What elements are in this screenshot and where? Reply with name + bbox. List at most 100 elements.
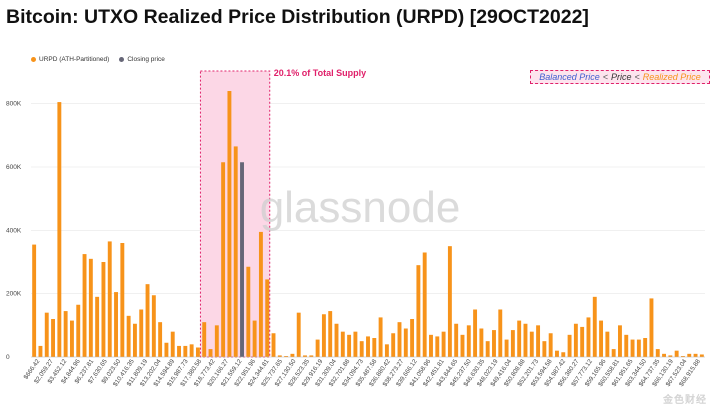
urpd-bar[interactable] [132, 323, 137, 357]
urpd-bar[interactable] [145, 284, 150, 357]
urpd-bar[interactable] [170, 331, 175, 357]
urpd-bar[interactable] [296, 312, 301, 357]
urpd-bar[interactable] [328, 311, 333, 357]
urpd-bar[interactable] [57, 102, 62, 357]
urpd-bar[interactable] [416, 265, 421, 357]
urpd-bar[interactable] [151, 295, 156, 357]
urpd-bar[interactable] [548, 333, 553, 357]
urpd-bar[interactable] [315, 339, 320, 357]
urpd-bar[interactable] [233, 146, 238, 357]
urpd-bar[interactable] [44, 312, 49, 357]
urpd-bar[interactable] [485, 341, 490, 357]
urpd-bar[interactable] [492, 330, 496, 357]
urpd-bar[interactable] [429, 334, 433, 357]
urpd-bar[interactable] [460, 334, 465, 357]
urpd-bar[interactable] [643, 338, 648, 357]
urpd-bar[interactable] [340, 331, 345, 357]
urpd-bar[interactable] [397, 322, 402, 357]
urpd-bar[interactable] [284, 356, 289, 357]
urpd-bar[interactable] [681, 356, 685, 357]
urpd-bar[interactable] [592, 296, 597, 357]
urpd-bar[interactable] [221, 162, 226, 357]
urpd-bar[interactable] [378, 317, 383, 357]
urpd-bar[interactable] [618, 325, 622, 357]
urpd-bar[interactable] [177, 345, 181, 357]
closing-price-bar[interactable] [240, 162, 244, 357]
urpd-bar[interactable] [252, 320, 257, 357]
urpd-bar[interactable] [498, 309, 503, 358]
urpd-bar[interactable] [164, 342, 169, 357]
urpd-bar[interactable] [265, 279, 270, 357]
urpd-bar[interactable] [573, 323, 578, 357]
urpd-bar[interactable] [353, 331, 358, 357]
urpd-bar[interactable] [76, 304, 81, 357]
urpd-bar[interactable] [107, 241, 112, 357]
urpd-bar[interactable] [63, 311, 68, 357]
urpd-bar[interactable] [372, 338, 377, 357]
urpd-bar[interactable] [347, 334, 352, 357]
urpd-bar[interactable] [523, 323, 528, 357]
urpd-bar[interactable] [649, 298, 654, 357]
urpd-bar[interactable] [114, 292, 118, 357]
urpd-bar[interactable] [246, 266, 251, 357]
urpd-bar[interactable] [38, 345, 43, 357]
urpd-bar[interactable] [189, 344, 194, 357]
urpd-bar[interactable] [359, 341, 364, 357]
urpd-bar[interactable] [555, 350, 559, 357]
urpd-bar[interactable] [580, 326, 585, 357]
urpd-bar[interactable] [82, 254, 87, 357]
urpd-bar[interactable] [435, 336, 440, 357]
legend-item-closing-price[interactable]: Closing price [119, 56, 165, 63]
urpd-bar[interactable] [271, 333, 276, 357]
urpd-bar[interactable] [384, 344, 389, 357]
urpd-bar[interactable] [422, 252, 427, 358]
urpd-bar[interactable] [693, 353, 698, 357]
urpd-bar[interactable] [309, 355, 314, 357]
urpd-bar[interactable] [624, 334, 629, 357]
urpd-bar[interactable] [542, 341, 547, 357]
urpd-bar[interactable] [630, 339, 635, 357]
urpd-bar[interactable] [473, 309, 478, 358]
urpd-bar[interactable] [655, 349, 660, 357]
urpd-bar[interactable] [529, 331, 534, 357]
legend-item-urpd[interactable]: URPD (ATH-Partitioned) [31, 56, 109, 63]
urpd-bar[interactable] [195, 347, 200, 358]
urpd-bar[interactable] [699, 354, 704, 357]
urpd-bar[interactable] [290, 353, 295, 357]
urpd-bar[interactable] [517, 320, 522, 357]
urpd-bar[interactable] [668, 355, 673, 357]
urpd-bar[interactable] [687, 353, 692, 357]
urpd-bar[interactable] [32, 244, 37, 357]
urpd-bar[interactable] [51, 319, 55, 357]
urpd-bar[interactable] [126, 315, 131, 357]
urpd-bar[interactable] [208, 349, 213, 357]
urpd-bar[interactable] [391, 333, 396, 357]
urpd-bar[interactable] [139, 309, 144, 358]
urpd-bar[interactable] [158, 322, 163, 357]
urpd-bar[interactable] [227, 91, 232, 357]
urpd-bar[interactable] [447, 246, 452, 357]
urpd-bar[interactable] [120, 243, 125, 357]
urpd-bar[interactable] [101, 262, 106, 357]
urpd-bar[interactable] [69, 320, 74, 357]
urpd-bar[interactable] [561, 352, 566, 357]
urpd-bar[interactable] [88, 258, 93, 357]
urpd-bar[interactable] [605, 331, 610, 357]
urpd-bar[interactable] [504, 339, 509, 357]
urpd-bar[interactable] [536, 325, 541, 357]
urpd-bar[interactable] [334, 323, 339, 357]
urpd-bar[interactable] [611, 349, 616, 357]
urpd-bar[interactable] [410, 319, 415, 357]
urpd-bar[interactable] [674, 350, 679, 357]
urpd-bar[interactable] [214, 325, 219, 357]
urpd-bar[interactable] [202, 322, 207, 357]
urpd-bar[interactable] [321, 314, 326, 357]
urpd-bar[interactable] [636, 339, 641, 357]
urpd-bar[interactable] [586, 317, 591, 357]
urpd-bar[interactable] [454, 323, 459, 357]
urpd-bar[interactable] [366, 336, 370, 357]
urpd-bar[interactable] [403, 328, 408, 358]
urpd-bar[interactable] [466, 325, 471, 357]
urpd-bar[interactable] [510, 330, 515, 357]
urpd-bar[interactable] [258, 231, 263, 357]
